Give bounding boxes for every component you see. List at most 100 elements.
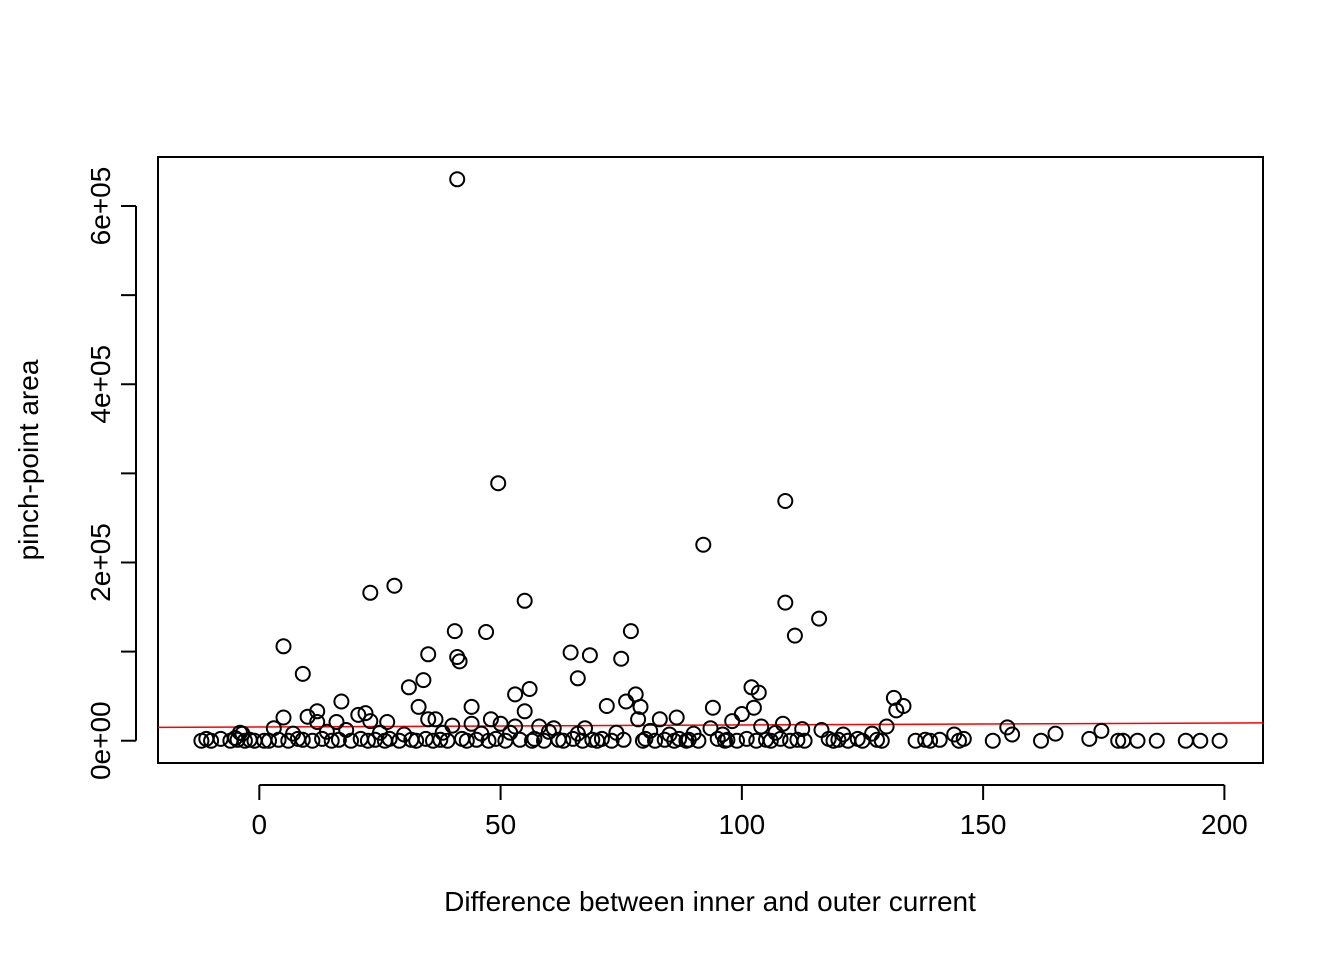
data-point xyxy=(634,732,651,749)
data-point xyxy=(275,638,292,655)
data-point xyxy=(753,718,770,735)
data-point xyxy=(294,731,311,748)
data-point xyxy=(343,732,359,749)
data-point xyxy=(955,730,972,747)
data-point xyxy=(569,670,586,687)
x-axis: 0 50 100 150 200 xyxy=(252,784,1248,840)
y-axis: 0e+00 2e+05 4e+05 6e+05 xyxy=(85,167,137,780)
data-point xyxy=(555,732,572,749)
data-point xyxy=(651,711,668,728)
data-point xyxy=(359,732,376,749)
data-point xyxy=(618,693,635,710)
data-point xyxy=(774,715,791,732)
data-point xyxy=(811,610,828,627)
data-point xyxy=(750,684,767,701)
data-point xyxy=(294,665,311,682)
data-point xyxy=(362,713,379,730)
data-point xyxy=(427,711,444,728)
data-point xyxy=(680,731,697,748)
data-point xyxy=(885,689,902,706)
data-point xyxy=(203,732,220,749)
y-tick-label: 2e+05 xyxy=(85,523,116,602)
data-point xyxy=(786,627,803,644)
data-point xyxy=(603,732,620,749)
data-point xyxy=(622,623,639,640)
data-point xyxy=(432,731,449,748)
data-point xyxy=(480,732,497,749)
data-point xyxy=(796,732,813,749)
data-point xyxy=(299,708,316,725)
data-point xyxy=(738,730,755,747)
data-point xyxy=(304,732,321,749)
data-point xyxy=(637,730,654,747)
data-point xyxy=(415,672,432,689)
data-point xyxy=(451,653,468,670)
x-tick-label: 100 xyxy=(719,809,766,840)
y-tick-label: 6e+05 xyxy=(85,167,116,246)
data-point xyxy=(229,731,246,748)
x-tick-label: 0 xyxy=(252,809,268,840)
data-point xyxy=(593,730,610,747)
data-point xyxy=(381,730,398,747)
data-point xyxy=(873,732,890,749)
data-point xyxy=(719,731,736,748)
data-point xyxy=(482,711,499,728)
data-point xyxy=(516,703,533,720)
data-point xyxy=(458,732,475,749)
data-point xyxy=(1148,732,1165,749)
data-point xyxy=(463,715,480,732)
data-point xyxy=(540,723,557,740)
data-point xyxy=(446,623,463,640)
data-point xyxy=(434,724,451,741)
data-point xyxy=(1211,732,1228,749)
data-point xyxy=(632,698,649,715)
x-tick-label: 200 xyxy=(1201,809,1248,840)
data-point xyxy=(420,646,437,663)
data-point xyxy=(613,650,630,667)
data-point xyxy=(931,731,948,748)
data-point xyxy=(261,732,277,749)
data-point xyxy=(565,730,581,747)
data-point xyxy=(497,732,514,749)
data-point xyxy=(1093,722,1110,739)
data-point xyxy=(724,713,741,730)
data-point xyxy=(630,711,647,728)
data-point xyxy=(671,730,688,747)
data-point xyxy=(521,681,538,697)
data-point xyxy=(330,731,347,748)
data-point xyxy=(478,624,495,640)
x-axis-title: Difference between inner and outer curre… xyxy=(444,886,976,917)
data-point xyxy=(772,730,789,747)
data-point xyxy=(391,732,408,749)
x-tick-label: 150 xyxy=(960,809,1007,840)
data-point xyxy=(212,730,229,747)
data-point xyxy=(668,709,685,726)
data-point xyxy=(449,171,466,188)
data-point xyxy=(408,732,425,749)
data-point xyxy=(490,475,507,492)
data-point xyxy=(379,714,396,730)
data-point xyxy=(581,647,598,664)
y-axis-title: pinch-point area xyxy=(13,359,44,560)
data-point xyxy=(420,711,437,728)
data-point xyxy=(777,594,794,611)
data-point xyxy=(1177,732,1194,749)
data-point xyxy=(309,703,326,720)
y-tick-label: 0e+00 xyxy=(85,701,116,780)
data-point xyxy=(1192,732,1209,749)
data-point xyxy=(690,732,707,749)
data-point xyxy=(598,698,615,714)
data-point xyxy=(615,731,632,748)
data-point xyxy=(1047,725,1064,742)
data-point xyxy=(878,718,895,735)
data-point xyxy=(357,705,374,722)
data-point xyxy=(1129,732,1146,749)
data-point xyxy=(333,693,350,710)
data-point xyxy=(647,732,663,749)
x-tick-label: 50 xyxy=(485,809,516,840)
data-point xyxy=(400,679,417,696)
data-point xyxy=(468,731,485,748)
data-point xyxy=(695,536,712,553)
data-point xyxy=(362,584,379,601)
data-point xyxy=(275,709,292,726)
